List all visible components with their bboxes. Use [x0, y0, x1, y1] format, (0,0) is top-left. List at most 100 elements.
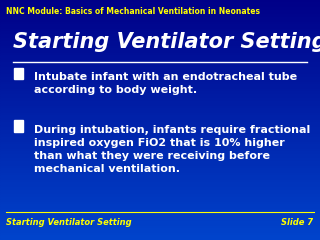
Bar [0, 185, 320, 187]
Bar [0, 120, 320, 122]
Text: During intubation, infants require fractional
inspired oxygen FiO2 that is 10% h: During intubation, infants require fract… [34, 125, 310, 174]
Bar [0, 149, 320, 151]
Bar [0, 98, 320, 101]
Bar [0, 209, 320, 211]
Bar [0, 101, 320, 103]
Bar [0, 216, 320, 218]
Bar [0, 125, 320, 127]
Bar [0, 0, 320, 2]
Bar [0, 187, 320, 190]
Bar [0, 19, 320, 22]
Text: Starting Ventilator Setting: Starting Ventilator Setting [6, 218, 132, 228]
Bar [0, 72, 320, 74]
Bar [0, 223, 320, 226]
Bar [0, 139, 320, 142]
Bar [0, 199, 320, 202]
Bar [0, 206, 320, 209]
Bar [0, 146, 320, 149]
Bar [0, 221, 320, 223]
Bar [0, 70, 320, 72]
Bar [14, 68, 23, 79]
Bar [0, 91, 320, 94]
Bar [0, 202, 320, 204]
Bar [0, 79, 320, 82]
Bar [0, 180, 320, 182]
Bar [0, 38, 320, 41]
Text: Slide 7: Slide 7 [282, 218, 314, 228]
Bar [0, 82, 320, 84]
Bar [0, 230, 320, 233]
Bar [0, 113, 320, 115]
Bar [0, 130, 320, 132]
Bar [0, 46, 320, 48]
Bar [0, 156, 320, 158]
Bar [0, 142, 320, 144]
Bar [0, 163, 320, 166]
Bar [0, 41, 320, 43]
Bar [0, 5, 320, 7]
Bar [0, 170, 320, 173]
Bar [0, 211, 320, 214]
Bar [0, 115, 320, 118]
Bar [0, 178, 320, 180]
Bar [0, 235, 320, 238]
Bar [0, 86, 320, 89]
Bar [0, 84, 320, 86]
Bar [0, 106, 320, 108]
Bar [0, 62, 320, 65]
Bar [0, 43, 320, 46]
Bar [0, 53, 320, 55]
Text: Intubate infant with an endotracheal tube
according to body weight.: Intubate infant with an endotracheal tub… [34, 72, 297, 95]
Bar [0, 144, 320, 146]
Bar [0, 24, 320, 26]
Bar [0, 110, 320, 113]
Bar [0, 60, 320, 62]
Bar [0, 127, 320, 130]
Bar [0, 228, 320, 230]
Bar [0, 50, 320, 53]
Bar [0, 96, 320, 98]
Bar [0, 55, 320, 58]
Bar [0, 173, 320, 175]
Bar [0, 7, 320, 10]
Bar [0, 67, 320, 70]
Bar [0, 175, 320, 178]
Bar [0, 233, 320, 235]
Bar [0, 2, 320, 5]
Bar [0, 17, 320, 19]
Bar [0, 103, 320, 106]
Bar [0, 94, 320, 96]
Bar [0, 168, 320, 170]
Bar [0, 204, 320, 206]
Bar [0, 132, 320, 134]
Bar [0, 36, 320, 38]
Bar [0, 226, 320, 228]
Bar [0, 151, 320, 154]
Bar [0, 31, 320, 34]
Bar [0, 89, 320, 91]
Bar [0, 238, 320, 240]
Bar [0, 77, 320, 79]
Bar [0, 194, 320, 197]
Bar [0, 58, 320, 60]
Bar [0, 137, 320, 139]
Bar [0, 214, 320, 216]
Bar [0, 218, 320, 221]
Bar [0, 182, 320, 185]
Bar [0, 29, 320, 31]
Bar [0, 74, 320, 77]
Bar [0, 26, 320, 29]
Bar [0, 65, 320, 67]
Text: Starting Ventilator Setting: Starting Ventilator Setting [13, 32, 320, 52]
Bar [0, 34, 320, 36]
Bar [0, 154, 320, 156]
Bar [0, 161, 320, 163]
Bar [0, 10, 320, 12]
Bar [0, 122, 320, 125]
Bar [0, 108, 320, 110]
Bar [0, 48, 320, 50]
Bar [0, 190, 320, 192]
Bar [14, 120, 23, 132]
Text: NNC Module: Basics of Mechanical Ventilation in Neonates: NNC Module: Basics of Mechanical Ventila… [6, 7, 260, 16]
Bar [0, 192, 320, 194]
